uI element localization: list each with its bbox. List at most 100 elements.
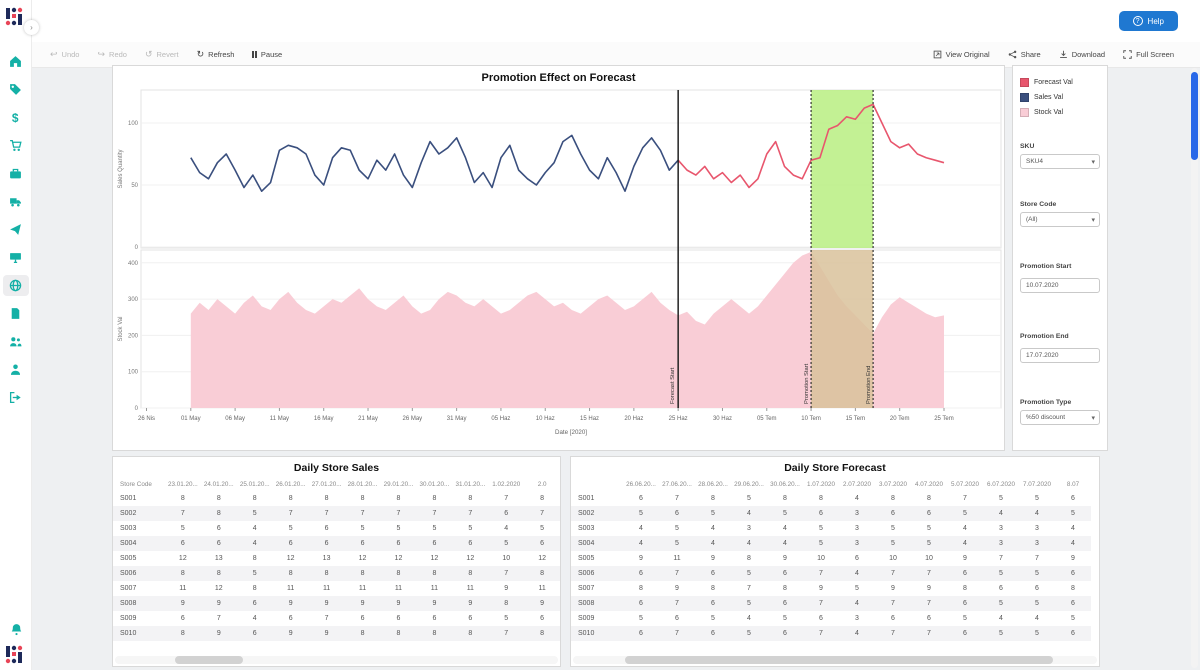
home-icon [10,56,21,67]
legend-item[interactable]: Sales Val [1020,93,1100,102]
page-scrollbar-thumb[interactable] [1191,72,1198,160]
svg-text:05 Tem: 05 Tem [757,416,777,422]
value-cell: 7 [675,570,679,577]
value-cell: 8 [288,495,293,502]
full-screen-button[interactable]: Full Screen [1123,50,1174,59]
table-row[interactable]: S002 7 8 5 7 7 7 7 7 7 6 7 [113,506,560,521]
sidebar-item-monitor[interactable] [3,247,29,268]
store-code-select[interactable]: (All) [1020,212,1100,227]
revert-button[interactable]: ↺ Revert [144,49,179,60]
date-column-header: 31.01.20... [455,481,486,488]
table-row[interactable]: S007 11 12 8 11 11 11 11 11 11 9 11 [113,581,560,596]
table-row[interactable]: S008 6 7 6 5 6 7 4 7 7 6 5 5 6 [571,596,1091,611]
sidebar-item-teams[interactable] [3,331,29,352]
legend-item[interactable]: Stock Val [1020,108,1100,117]
view-original-button[interactable]: View Original [933,50,990,59]
value-cell: 4 [639,525,643,532]
table-row[interactable]: S006 8 8 5 8 8 8 8 8 8 7 8 [113,566,560,581]
table-row[interactable]: S004 4 5 4 4 4 5 3 5 5 4 3 3 4 [571,536,1091,551]
table-row[interactable]: S002 5 6 5 4 5 6 3 6 6 5 4 4 5 [571,506,1091,521]
value-cell: 5 [675,525,679,532]
value-cell: 6 [1071,495,1075,502]
table-row[interactable]: S006 6 7 6 5 6 7 4 7 7 6 5 5 6 [571,566,1091,581]
sku-select[interactable]: SKU4 [1020,154,1100,169]
value-cell: 6 [360,540,365,547]
value-cell: 7 [324,510,329,517]
sidebar-item-logout[interactable] [3,387,29,408]
sidebar-item-inventory[interactable] [3,163,29,184]
date-column-header: 29.01.20... [383,481,414,488]
value-cell: 8 [252,555,257,562]
download-button[interactable]: Download [1059,50,1105,59]
value-cell: 6 [639,630,643,637]
pause-button[interactable]: Pause [252,50,282,59]
redo-icon: ↪ [97,49,106,59]
value-cell: 12 [286,555,295,562]
sidebar-item-pricing[interactable]: $ [3,107,29,128]
table-row[interactable]: S009 5 6 5 4 5 6 3 6 6 5 4 4 5 [571,611,1091,626]
sidebar-item-home[interactable] [3,51,29,72]
value-cell: 5 [963,615,967,622]
sidebar-item-reports[interactable] [3,303,29,324]
share-button[interactable]: Share [1008,50,1041,59]
value-cell: 8 [540,570,545,577]
sidebar-item-campaigns[interactable] [3,219,29,240]
svg-text:31 May: 31 May [447,416,467,422]
table-row[interactable]: S010 6 7 6 5 6 7 4 7 7 6 5 5 6 [571,626,1091,641]
value-cell: 9 [504,585,509,592]
legend-swatch [1020,108,1029,117]
forecast-table-hscroll-thumb[interactable] [625,656,1053,664]
value-cell: 8 [360,495,365,502]
sidebar-item-forecast[interactable] [2,275,29,296]
sidebar-item-tags[interactable] [3,79,29,100]
promotion-start-input[interactable] [1020,278,1100,293]
table-row[interactable]: S003 5 6 4 5 6 5 5 5 5 4 5 [113,521,560,536]
value-cell: 8 [432,570,437,577]
promotion-end-input[interactable] [1020,348,1100,363]
value-cell: 6 [360,615,365,622]
undo-button[interactable]: ↩ Undo [50,49,80,60]
table-row[interactable]: S007 8 9 8 7 8 9 5 9 9 8 6 6 8 [571,581,1091,596]
forecast-table-hscrollbar[interactable] [573,656,1097,664]
value-cell: 9 [432,600,437,607]
table-row[interactable]: S005 12 13 8 12 13 12 12 12 12 10 12 [113,551,560,566]
table-row[interactable]: S003 4 5 4 3 4 5 3 5 5 4 3 3 4 [571,521,1091,536]
table-row[interactable]: S010 8 9 6 9 9 8 8 8 8 7 8 [113,626,560,641]
table-row[interactable]: S009 6 7 4 6 7 6 6 6 6 5 6 [113,611,560,626]
date-column-header: 26.01.20... [275,481,306,488]
value-cell: 6 [288,540,293,547]
value-cell: 12 [394,555,403,562]
sidebar-expand-button[interactable]: › [24,20,39,35]
sidebar-item-logistics[interactable] [3,191,29,212]
table-row[interactable]: S005 9 11 9 8 9 10 6 10 10 9 7 7 9 [571,551,1091,566]
value-cell: 8 [783,585,787,592]
sidebar-item-profile[interactable] [3,359,29,380]
date-column-header: 27.01.20... [311,481,342,488]
table-row[interactable]: S001 8 8 8 8 8 8 8 8 8 7 8 [113,491,560,506]
value-cell: 5 [252,510,257,517]
bell-icon[interactable] [10,623,23,636]
date-column-header: 1.02.2020 [492,481,521,488]
page-scrollbar-track[interactable] [1191,68,1198,668]
sales-table-hscrollbar[interactable] [115,656,558,664]
value-cell: 6 [999,585,1003,592]
svg-text:06 May: 06 May [225,416,245,422]
table-row[interactable]: S008 9 9 6 9 9 9 9 9 9 8 9 [113,596,560,611]
sales-table-hscroll-thumb[interactable] [175,656,243,664]
table-row[interactable]: S001 6 7 8 5 8 8 4 8 8 7 5 5 6 [571,491,1091,506]
redo-button[interactable]: ↪ Redo [97,49,127,60]
refresh-button[interactable]: ↻ Refresh [196,49,235,60]
value-cell: 8 [747,555,751,562]
value-cell: 5 [927,540,931,547]
promotion-type-select[interactable]: %50 discount [1020,410,1100,425]
store-code-label: Store Code [1020,201,1057,208]
sidebar-item-cart[interactable] [3,135,29,156]
legend-item[interactable]: Forecast Val [1020,78,1100,87]
help-button[interactable]: ? Help [1118,11,1178,31]
document-icon [11,308,20,319]
value-cell: 5 [711,615,715,622]
svg-text:26 May: 26 May [402,416,422,422]
value-cell: 7 [1035,555,1039,562]
svg-text:Promotion Start: Promotion Start [804,363,810,404]
table-row[interactable]: S004 6 6 4 6 6 6 6 6 6 5 6 [113,536,560,551]
